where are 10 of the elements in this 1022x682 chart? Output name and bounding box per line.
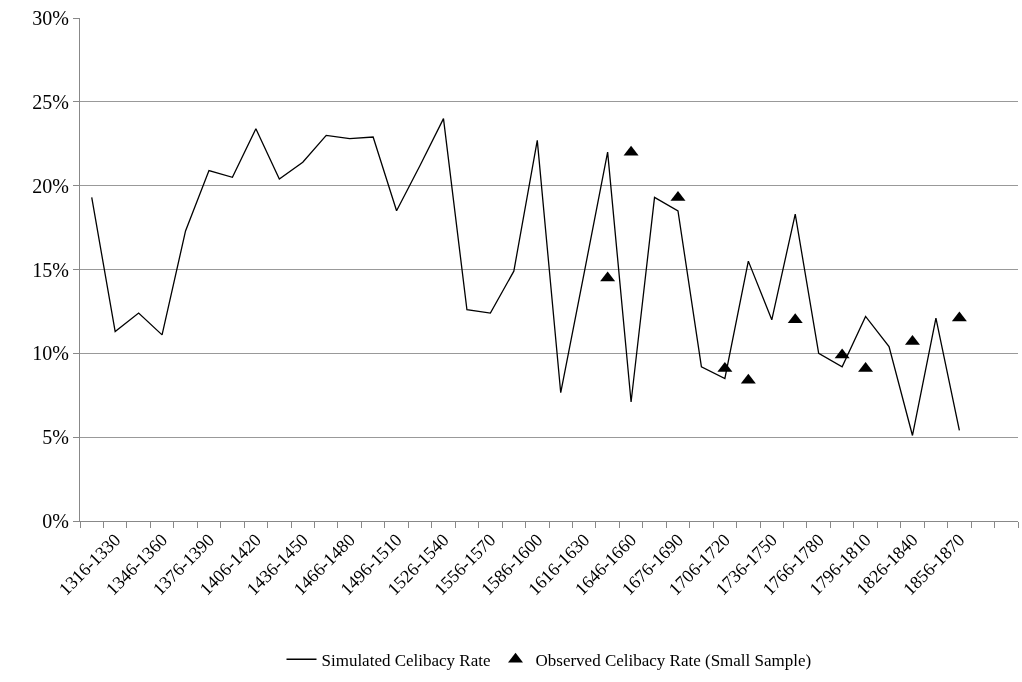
legend-label: Observed Celibacy Rate (Small Sample) xyxy=(535,650,812,670)
y-tick-label: 0% xyxy=(42,510,69,532)
y-tick-label: 25% xyxy=(32,90,69,113)
line-series xyxy=(91,117,961,437)
y-tick-label: 10% xyxy=(32,342,69,365)
y-tick-label: 5% xyxy=(42,426,69,449)
y-tick-label: 30% xyxy=(32,7,69,29)
legend-label: Simulated Celibacy Rate xyxy=(321,650,491,670)
y-tick-label: 20% xyxy=(32,174,69,197)
y-tick-label: 15% xyxy=(32,258,69,281)
